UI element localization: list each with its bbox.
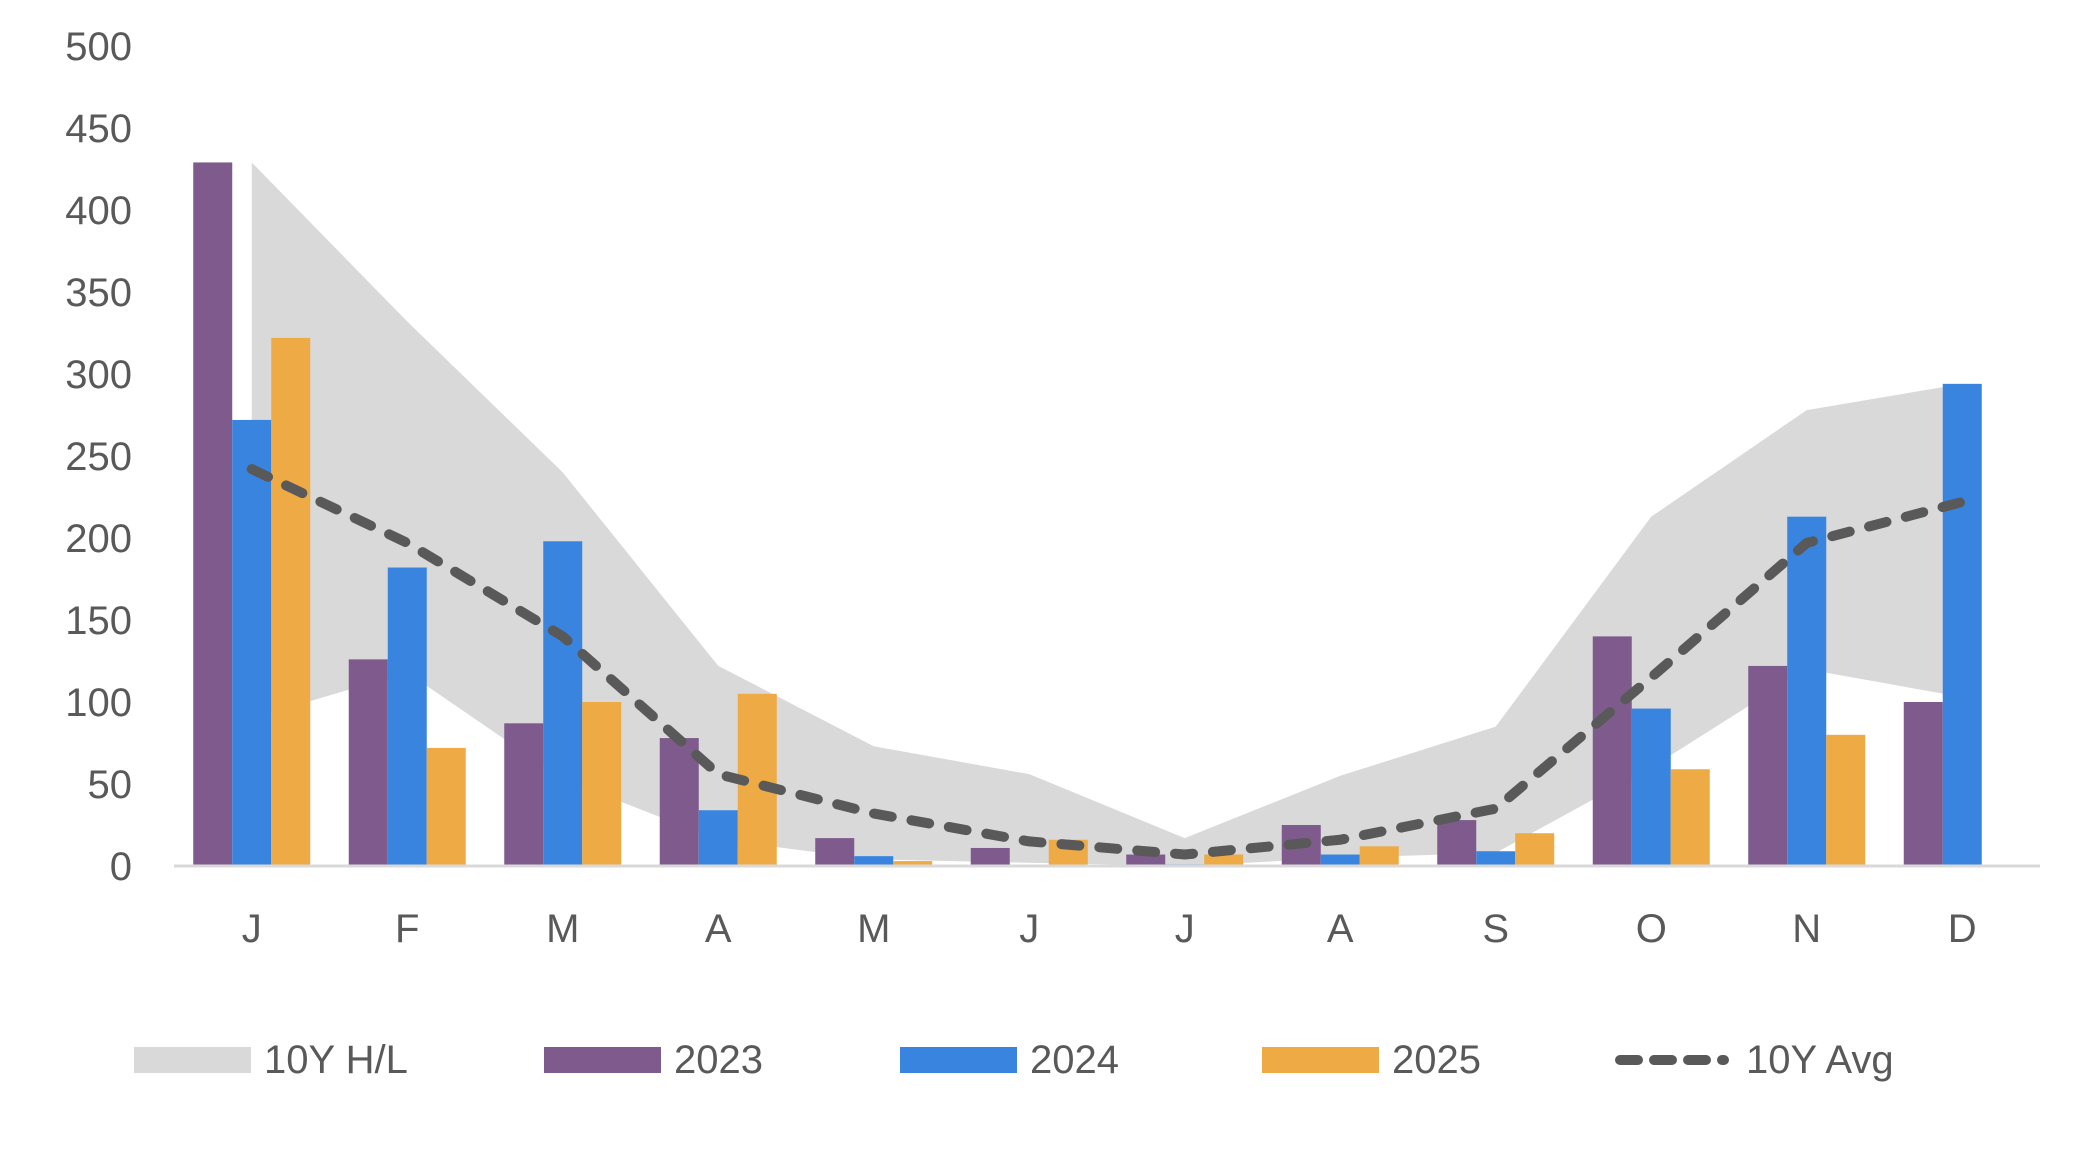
y-axis-ticks: 0 50 100 150 200 250 300 350 400 450 500 (65, 25, 132, 889)
bar-2025-4 (893, 861, 933, 866)
x-tick-label: O (1636, 907, 1667, 951)
bar-2025-8 (1515, 833, 1555, 866)
x-tick-label: S (1482, 907, 1509, 951)
bar-2024-11 (1942, 383, 1982, 866)
bar-2025-1 (426, 747, 466, 866)
legend-label-avg: 10Y Avg (1746, 1038, 1894, 1082)
y-tick-label: 0 (110, 845, 132, 889)
y-tick-label: 450 (65, 107, 132, 151)
bar-2025-7 (1359, 846, 1399, 866)
line-10y-avg (246, 464, 1968, 860)
legend-swatch-2024 (900, 1047, 1017, 1073)
legend-label-2025: 2025 (1392, 1038, 1481, 1082)
bar-2023-2 (504, 723, 544, 866)
bar-layer (193, 162, 1982, 866)
y-tick-label: 400 (65, 189, 132, 233)
bar-2024-9 (1631, 708, 1671, 866)
bar-2023-6 (1126, 854, 1166, 866)
y-tick-label: 150 (65, 599, 132, 643)
y-tick-label: 100 (65, 681, 132, 725)
x-tick-label: J (242, 907, 262, 951)
legend-label-band: 10Y H/L (264, 1038, 408, 1082)
bar-2025-6 (1204, 854, 1244, 866)
y-tick-label: 300 (65, 353, 132, 397)
y-tick-label: 200 (65, 517, 132, 561)
bar-2025-9 (1670, 769, 1710, 866)
y-tick-label: 50 (88, 763, 133, 807)
bar-2025-2 (582, 702, 622, 866)
bar-2024-8 (1476, 851, 1516, 866)
y-tick-label: 350 (65, 271, 132, 315)
bar-2024-3 (698, 810, 738, 866)
bar-2024-2 (543, 541, 583, 866)
x-tick-label: A (1327, 907, 1354, 951)
bar-2023-3 (659, 738, 699, 866)
bar-2023-1 (348, 659, 388, 866)
bar-2023-4 (815, 838, 855, 866)
line-layer (246, 464, 1968, 860)
bar-2023-5 (970, 847, 1010, 866)
bar-2024-0 (232, 419, 272, 866)
legend-swatch-2023 (544, 1047, 661, 1073)
y-tick-label: 500 (65, 25, 132, 69)
x-tick-label: J (1019, 907, 1039, 951)
bar-2024-4 (854, 856, 894, 866)
bar-2023-11 (1903, 702, 1943, 866)
bar-2025-10 (1826, 734, 1866, 866)
bar-2024-7 (1320, 854, 1360, 866)
x-tick-label: M (546, 907, 579, 951)
y-tick-label: 250 (65, 435, 132, 479)
band-10y-high-low (251, 162, 1963, 866)
legend-label-2024: 2024 (1030, 1038, 1119, 1082)
legend-swatch-2025 (1262, 1047, 1379, 1073)
bar-2024-1 (387, 567, 427, 866)
legend-swatch-band (134, 1047, 251, 1073)
bar-2023-0 (193, 162, 233, 866)
bar-2023-10 (1748, 665, 1788, 866)
bar-2023-8 (1437, 820, 1477, 866)
bar-2024-10 (1787, 516, 1827, 866)
band-layer (251, 162, 1963, 866)
legend-label-2023: 2023 (674, 1038, 763, 1082)
legend: 10Y H/L 2023 2024 2025 10Y Avg (134, 1038, 1894, 1082)
x-tick-label: N (1792, 907, 1821, 951)
x-tick-label: M (857, 907, 890, 951)
x-tick-label: A (705, 907, 732, 951)
bar-2025-0 (271, 337, 311, 866)
x-tick-label: F (395, 907, 419, 951)
x-tick-label: J (1175, 907, 1195, 951)
bar-2023-9 (1592, 636, 1632, 866)
x-tick-label: D (1948, 907, 1977, 951)
